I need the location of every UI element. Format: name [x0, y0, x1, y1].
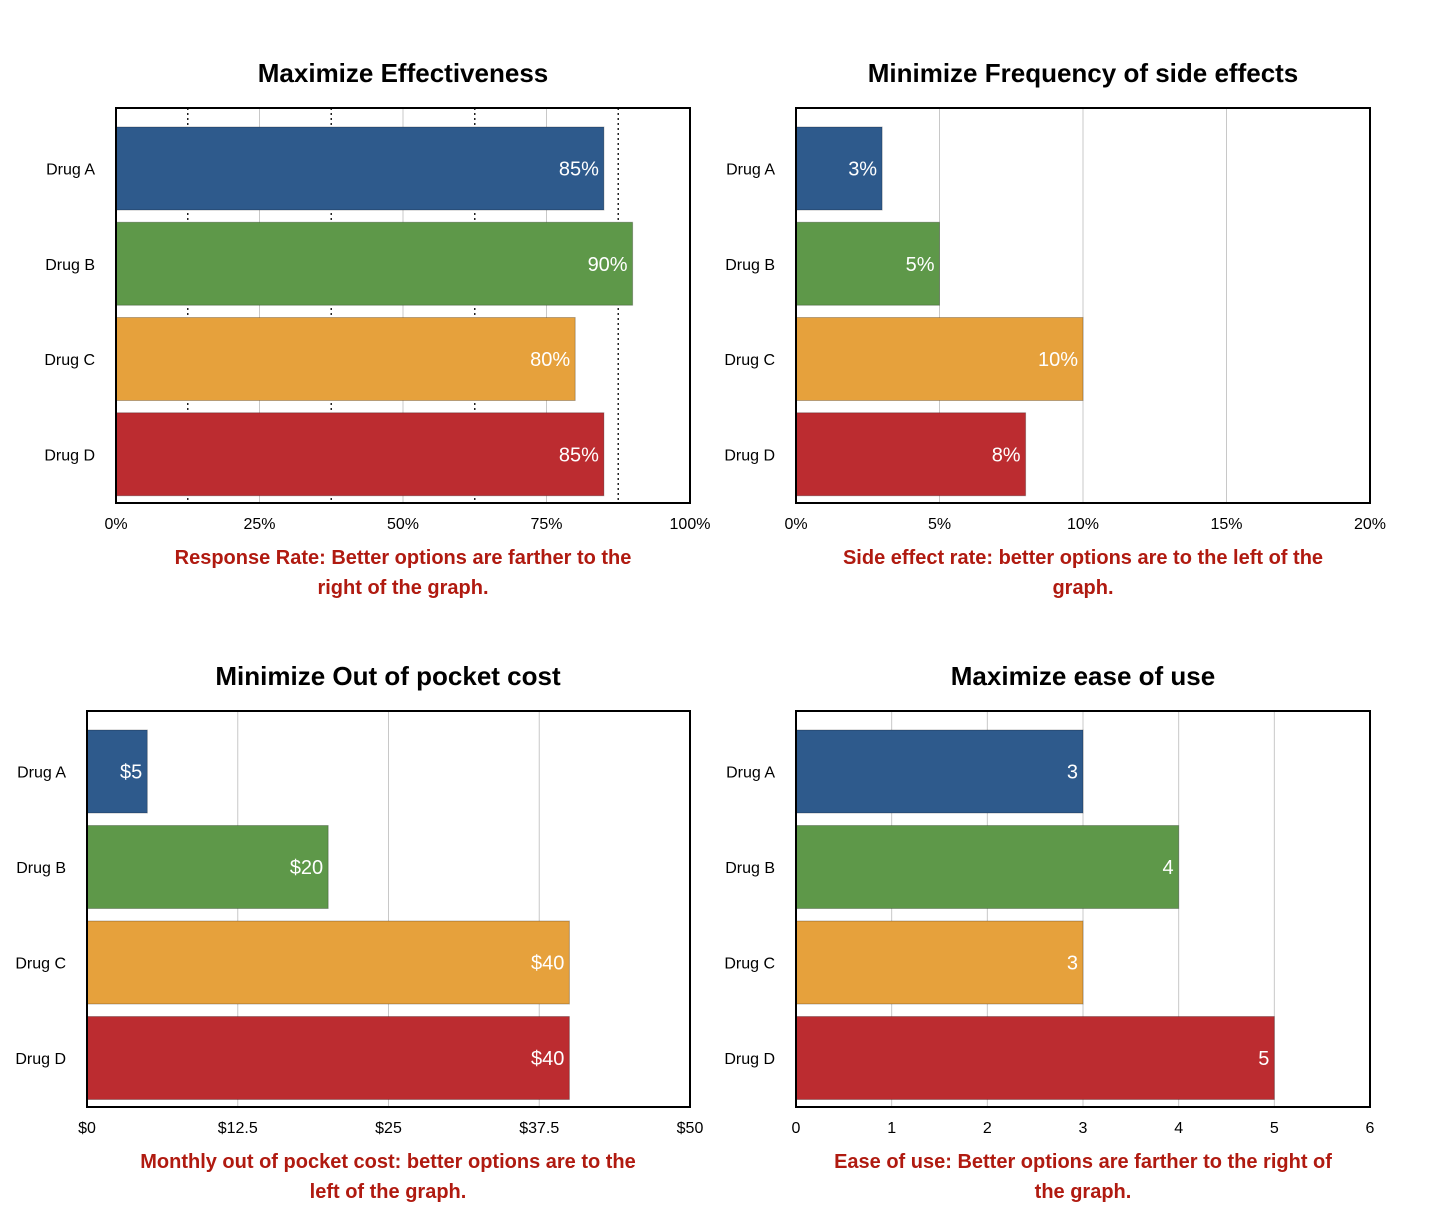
category-label: Drug D [724, 1051, 775, 1068]
bar-drug-a [795, 729, 1084, 814]
category-label: Drug C [724, 956, 775, 973]
chart-panel-4: Maximize ease of use 3 Drug A 4 Drug B 3 Drug … [724, 661, 1374, 1203]
chart-panel-1: Maximize Effectiveness 85% Drug A 90% Drug B… [44, 58, 710, 599]
x-tick-label: 25% [243, 516, 275, 533]
data-label: 5 [1258, 1048, 1269, 1070]
category-label: Drug D [44, 447, 95, 464]
category-label: Drug B [45, 257, 95, 274]
chart-title: Minimize Out of pocket cost [215, 661, 561, 691]
chart-note: Ease of use: Better options are farther … [834, 1151, 1332, 1173]
x-tick-label: 0% [104, 516, 127, 533]
x-tick-label: 5% [928, 516, 951, 533]
data-label: $40 [531, 953, 564, 975]
category-label: Drug C [44, 352, 95, 369]
bar-drug-c [795, 317, 1084, 401]
bar-drug-a [115, 126, 605, 211]
category-label: Drug A [17, 765, 66, 782]
category-label: Drug D [724, 447, 775, 464]
category-label: Drug D [15, 1051, 66, 1068]
category-label: Drug A [726, 765, 775, 782]
x-tick-label: $25 [375, 1120, 402, 1137]
data-label: $40 [531, 1048, 564, 1070]
x-tick-label: 3 [1079, 1120, 1088, 1137]
plot-frame [795, 107, 1371, 504]
x-tick-label: 50% [387, 516, 419, 533]
bar-drug-d [795, 412, 1027, 497]
x-tick-label: 6 [1366, 1120, 1375, 1137]
chart-title: Minimize Frequency of side effects [868, 58, 1299, 88]
plot-frame [86, 710, 691, 1108]
category-label: Drug B [725, 257, 775, 274]
data-label: 85% [559, 159, 599, 181]
plot-frame [115, 107, 691, 504]
category-label: Drug A [726, 162, 775, 179]
chart-note: Side effect rate: better options are to … [843, 547, 1323, 569]
chart-note: Monthly out of pocket cost: better optio… [140, 1151, 636, 1173]
x-tick-label: 0 [792, 1120, 801, 1137]
chart-title: Maximize ease of use [951, 661, 1215, 691]
x-tick-label: 20% [1354, 516, 1386, 533]
x-tick-label: 75% [530, 516, 562, 533]
category-label: Drug B [725, 860, 775, 877]
bar-drug-b [795, 825, 1180, 909]
chart-note: left of the graph. [310, 1181, 467, 1203]
chart-note: the graph. [1035, 1181, 1132, 1203]
x-tick-label: $12.5 [218, 1120, 258, 1137]
x-tick-label: 15% [1210, 516, 1242, 533]
data-label: 90% [588, 254, 628, 276]
bar-drug-c [795, 920, 1084, 1005]
x-tick-label: 10% [1067, 516, 1099, 533]
plot-frame [795, 710, 1371, 1108]
category-label: Drug A [46, 162, 95, 179]
x-tick-label: 0% [784, 516, 807, 533]
bar-drug-d [115, 412, 605, 497]
bar-drug-b [795, 221, 940, 306]
data-label: 80% [530, 349, 570, 371]
category-label: Drug C [724, 352, 775, 369]
x-tick-label: 2 [983, 1120, 992, 1137]
chart-note: Response Rate: Better options are farthe… [175, 547, 632, 569]
bar-drug-c [115, 317, 576, 401]
bar-drug-c [86, 920, 570, 1005]
chart-panel-3: Minimize Out of pocket cost $5 Drug A $20 Dr… [15, 661, 703, 1203]
x-tick-label: 5 [1270, 1120, 1279, 1137]
data-label: $20 [290, 857, 323, 879]
chart-panel-2: Minimize Frequency of side effects 3% Drug… [724, 58, 1386, 599]
x-tick-label: $37.5 [519, 1120, 559, 1137]
category-label: Drug C [15, 956, 66, 973]
chart-note: graph. [1052, 577, 1113, 599]
data-label: 3 [1067, 953, 1078, 975]
x-tick-label: $0 [78, 1120, 96, 1137]
category-label: Drug B [16, 860, 66, 877]
data-label: 85% [559, 444, 599, 466]
chart-note: right of the graph. [317, 577, 488, 599]
x-tick-label: 1 [887, 1120, 896, 1137]
data-label: 3 [1067, 762, 1078, 784]
bar-drug-a [795, 126, 883, 211]
data-label: 4 [1163, 857, 1174, 879]
x-tick-label: $50 [677, 1120, 704, 1137]
x-tick-label: 4 [1174, 1120, 1183, 1137]
bar-drug-b [115, 221, 634, 306]
data-label: 10% [1038, 349, 1078, 371]
bar-drug-d [86, 1016, 570, 1100]
bar-drug-d [795, 1016, 1275, 1100]
data-label: 3% [848, 159, 877, 181]
data-label: 5% [906, 254, 935, 276]
chart-title: Maximize Effectiveness [258, 58, 548, 88]
data-label: $5 [120, 762, 142, 784]
x-tick-label: 100% [670, 516, 711, 533]
data-label: 8% [992, 444, 1021, 466]
